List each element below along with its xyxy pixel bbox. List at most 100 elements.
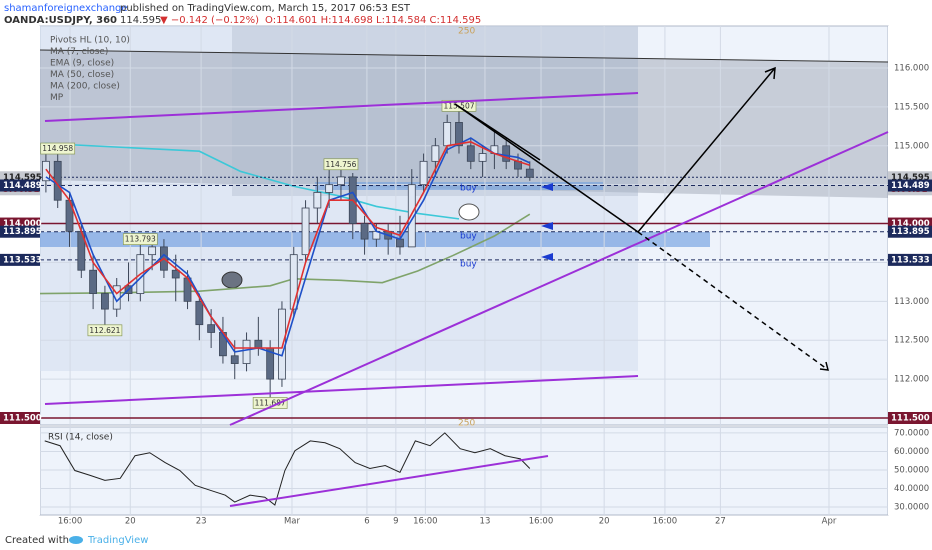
candle-body bbox=[313, 192, 322, 209]
footer-created: Created with bbox=[5, 535, 69, 546]
moving-average bbox=[39, 213, 531, 295]
candle-body bbox=[337, 176, 345, 186]
moving-average bbox=[45, 141, 531, 349]
buy-label: buy bbox=[460, 184, 477, 194]
arrow-head bbox=[764, 66, 776, 80]
pivot-box bbox=[40, 142, 76, 155]
trendline bbox=[229, 131, 889, 426]
candle-body bbox=[431, 145, 440, 162]
y-tick-label: 112.500 bbox=[894, 336, 929, 346]
last-price: 114.595 bbox=[120, 15, 161, 26]
trendline bbox=[44, 92, 639, 122]
candle-body bbox=[407, 184, 416, 248]
candle-body bbox=[101, 293, 109, 310]
candle-body bbox=[148, 246, 157, 256]
triangle-line bbox=[454, 103, 541, 161]
candle-body bbox=[254, 339, 263, 349]
arrow-up bbox=[637, 67, 776, 233]
arrow-path bbox=[454, 103, 639, 233]
y-tick-label: 40.0000 bbox=[894, 484, 929, 494]
arrow-head bbox=[819, 361, 829, 371]
x-tick-label: 13 bbox=[480, 517, 491, 527]
rsi-title: RSI (14, close) bbox=[48, 433, 113, 443]
candle-body bbox=[289, 254, 298, 310]
buy-label: buy bbox=[460, 232, 477, 242]
pivot-text: 112.621 bbox=[89, 326, 120, 335]
x-tick-label: 27 bbox=[715, 517, 726, 527]
candle-body bbox=[242, 339, 251, 364]
marker bbox=[458, 203, 480, 221]
price-level-label: 114.595 bbox=[891, 173, 930, 183]
shaded-zone bbox=[40, 26, 638, 371]
candle-body bbox=[325, 184, 334, 193]
price-level-box bbox=[888, 225, 932, 238]
x-tick-label: 23 bbox=[196, 517, 207, 527]
y-tick-label: 116.000 bbox=[894, 64, 929, 74]
pivot-label: 250 bbox=[458, 419, 475, 429]
x-tick-label: 16:00 bbox=[529, 517, 554, 527]
y-tick-label: 70.0000 bbox=[894, 428, 929, 438]
price-level-label: 111.500 bbox=[891, 414, 930, 424]
symbol: OANDA:USDJPY, 360 bbox=[4, 15, 117, 26]
price-level-label: 113.895 bbox=[891, 227, 930, 237]
indicator-legend: Pivots HL (10, 10) bbox=[50, 36, 130, 46]
change: ▼ −0.142 (−0.12%) bbox=[160, 15, 259, 26]
buy-arrow bbox=[541, 253, 553, 261]
candle-body bbox=[396, 238, 404, 248]
y-tick-label: 112.000 bbox=[894, 375, 929, 385]
pivot-text: 114.756 bbox=[325, 160, 356, 169]
pivot-text: 113.793 bbox=[125, 235, 156, 244]
x-tick-label: 16:00 bbox=[653, 517, 678, 527]
left-axis bbox=[0, 26, 40, 515]
rsi-pane bbox=[39, 426, 889, 516]
published: published on TradingView.com, March 15, … bbox=[120, 3, 411, 14]
buy-zone bbox=[315, 182, 603, 190]
pivot-text: 114.958 bbox=[42, 144, 73, 153]
price-level-label: 114.000 bbox=[3, 219, 42, 229]
y-tick-label: 113.000 bbox=[894, 297, 929, 307]
candle-body bbox=[466, 145, 475, 162]
buy-arrow bbox=[541, 222, 553, 230]
candle-body bbox=[278, 308, 286, 380]
candle-body bbox=[89, 269, 98, 294]
price-level-box bbox=[888, 253, 932, 266]
arrow-down bbox=[637, 231, 828, 370]
x-tick-label: 16:00 bbox=[413, 517, 438, 527]
price-level-label: 111.500 bbox=[3, 414, 42, 424]
buy-arrow bbox=[541, 183, 553, 191]
pivot-box bbox=[323, 158, 359, 171]
rsi-line bbox=[44, 432, 531, 506]
candle-body bbox=[443, 122, 452, 147]
indicator-legend: MA (50, close) bbox=[50, 70, 114, 80]
price-level-box bbox=[888, 179, 932, 192]
candle-body bbox=[171, 269, 180, 279]
ohlc: O:114.601 H:114.698 L:114.584 C:114.595 bbox=[265, 15, 481, 26]
price-level-label: 114.489 bbox=[891, 181, 930, 191]
pivot-text: 111.687 bbox=[255, 398, 286, 407]
indicator-legend: EMA (9, close) bbox=[50, 59, 114, 69]
candle-body bbox=[42, 160, 50, 182]
author[interactable]: shamanforeignexchange bbox=[4, 3, 128, 14]
footer-logo bbox=[69, 536, 83, 544]
candle-body bbox=[478, 153, 487, 162]
y-tick-label: 115.500 bbox=[894, 102, 929, 112]
price-level-label: 113.533 bbox=[3, 255, 42, 265]
indicator-legend: MA (200, close) bbox=[50, 82, 120, 92]
marker bbox=[221, 271, 243, 289]
price-level-box bbox=[0, 179, 40, 192]
x-tick-label: Apr bbox=[822, 517, 837, 527]
price-level-label: 114.489 bbox=[3, 181, 42, 191]
price-level-box bbox=[888, 412, 932, 424]
shaded-channel bbox=[40, 50, 888, 198]
x-tick-label: 9 bbox=[393, 517, 398, 527]
candle-body bbox=[455, 122, 463, 147]
candle-body bbox=[195, 300, 204, 326]
pivot-box bbox=[122, 233, 158, 246]
pivot-label: 250 bbox=[458, 27, 475, 37]
candle-body bbox=[301, 207, 310, 256]
buy-label: buy bbox=[460, 260, 477, 270]
price-level-box bbox=[0, 412, 40, 424]
price-axis bbox=[888, 26, 932, 515]
indicator-legend: MA (7, close) bbox=[50, 47, 108, 57]
footer-brand[interactable]: TradingView bbox=[87, 535, 148, 546]
